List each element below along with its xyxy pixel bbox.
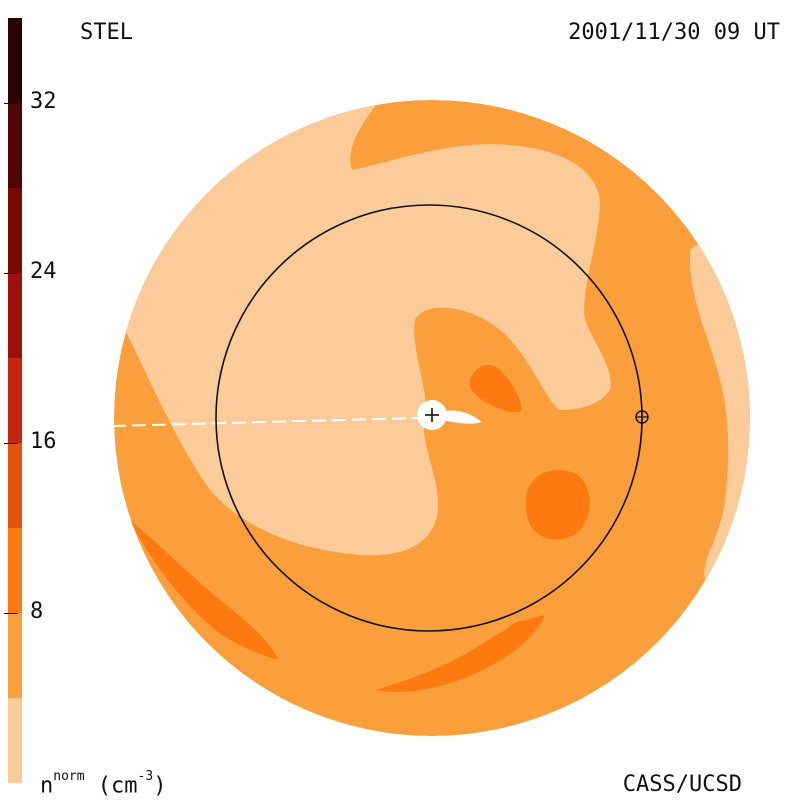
- colorbar-segment-8: [8, 18, 22, 103]
- units-base: n: [40, 773, 54, 799]
- colorbar-segment-1: [8, 613, 22, 698]
- colorbar-segment-2: [8, 528, 22, 613]
- enhanced-band-southwest: [130, 520, 278, 660]
- colorbar: [8, 18, 22, 783]
- units-rest: (cm: [84, 773, 138, 799]
- colorbar-tick-label: 32: [30, 89, 57, 114]
- colorbar-tick-label: 16: [30, 429, 57, 454]
- colorbar-tick-label: 24: [30, 259, 57, 284]
- instrument-label: STEL: [80, 20, 133, 45]
- units-superscript: norm: [53, 769, 85, 784]
- colorbar-segment-7: [8, 103, 22, 188]
- colorbar-tick-mark: [4, 103, 18, 104]
- enhanced-patch-1: [469, 364, 522, 413]
- colorbar-units-label: nnorm (cm-3): [40, 770, 167, 799]
- datetime-label: 2001/11/30 09 UT: [568, 20, 780, 45]
- colorbar-tick-label: 8: [30, 599, 44, 624]
- colorbar-segment-3: [8, 443, 22, 528]
- units-close: ): [153, 773, 167, 799]
- enhanced-patch-2: [525, 470, 590, 540]
- colorbar-tick-mark: [4, 613, 18, 614]
- low-density-region-main: [114, 100, 611, 556]
- units-exponent: -3: [137, 769, 154, 784]
- tail-streak: [440, 410, 482, 424]
- enhanced-band-south: [375, 615, 545, 692]
- colorbar-tick-mark: [4, 443, 18, 444]
- colorbar-segment-6: [8, 188, 22, 273]
- colorbar-segment-5: [8, 273, 22, 358]
- enhanced-dot-southeast: [508, 620, 530, 632]
- cut-line: [114, 417, 419, 427]
- credit-label: CASS/UCSD: [622, 772, 742, 797]
- colorbar-segment-4: [8, 358, 22, 443]
- colorbar-segment-0: [8, 698, 22, 783]
- colorbar-tick-mark: [4, 273, 18, 274]
